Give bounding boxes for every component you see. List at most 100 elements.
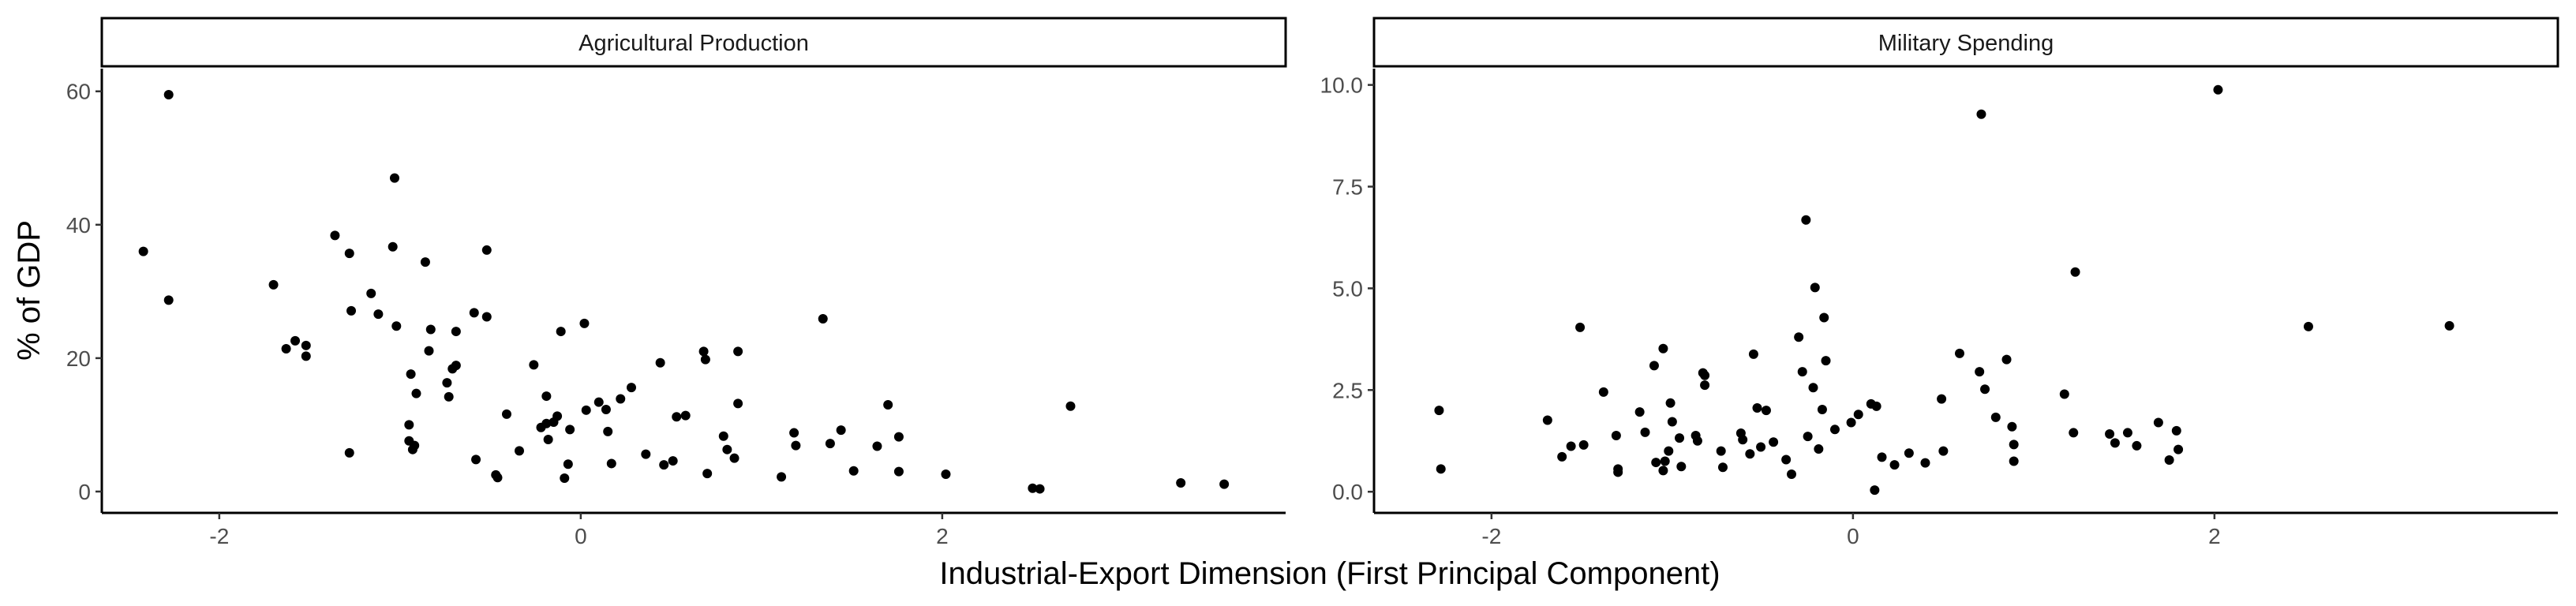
data-point — [1803, 432, 1813, 442]
data-point — [552, 411, 563, 421]
data-point — [1817, 405, 1827, 415]
data-point — [1954, 348, 1964, 358]
data-point — [672, 412, 682, 422]
data-point — [872, 441, 882, 451]
data-point — [1434, 406, 1444, 416]
y-tick-label: 20 — [66, 346, 91, 371]
data-point — [603, 426, 613, 436]
data-point — [1665, 398, 1676, 408]
data-point — [1801, 215, 1811, 225]
points-layer — [138, 89, 1230, 494]
data-point — [1700, 380, 1710, 391]
data-point — [1877, 452, 1887, 462]
data-point — [2213, 84, 2223, 95]
data-point — [1676, 462, 1687, 472]
data-point — [1904, 448, 1914, 458]
data-point — [1794, 332, 1804, 342]
data-point — [1781, 454, 1792, 465]
data-point — [1717, 462, 1728, 473]
data-point — [1176, 477, 1186, 488]
y-tick-label: 5.0 — [1332, 276, 1363, 301]
data-point — [565, 425, 575, 435]
data-point — [1065, 401, 1076, 411]
data-point — [1752, 402, 1762, 413]
data-point — [1748, 349, 1758, 359]
data-point — [330, 230, 340, 241]
data-point — [1797, 367, 1807, 377]
data-point — [581, 405, 591, 415]
data-point — [2069, 428, 2079, 438]
data-point — [2105, 428, 2115, 439]
data-point — [481, 245, 492, 255]
data-point — [442, 378, 452, 388]
data-point — [1738, 435, 1748, 445]
data-point — [680, 410, 691, 421]
data-point — [1219, 479, 1230, 489]
data-point — [1667, 417, 1677, 427]
y-tick-label: 0 — [78, 480, 91, 504]
data-point — [2110, 438, 2120, 448]
data-point — [515, 446, 525, 456]
data-point — [1716, 446, 1726, 456]
y-tick-label: 60 — [66, 80, 91, 104]
data-point — [825, 439, 835, 449]
data-point — [789, 428, 799, 438]
data-point — [1658, 343, 1668, 354]
data-point — [1990, 412, 2001, 422]
data-point — [451, 361, 461, 371]
data-point — [2059, 389, 2069, 399]
data-point — [301, 340, 311, 350]
data-point — [893, 432, 904, 442]
data-point — [1658, 466, 1668, 476]
data-point — [1611, 431, 1621, 441]
strip-background — [1372, 17, 2559, 68]
data-point — [2164, 454, 2174, 465]
data-point — [2153, 417, 2163, 428]
data-point — [1975, 367, 1985, 377]
data-point — [1787, 469, 1797, 480]
data-point — [2171, 425, 2181, 436]
data-point — [659, 460, 669, 470]
data-point — [729, 453, 739, 463]
y-ticks: 0 20 40 60 — [66, 80, 102, 504]
data-point — [373, 309, 384, 320]
data-point — [404, 420, 414, 430]
data-point — [541, 391, 552, 402]
data-point — [410, 440, 420, 451]
y-tick-label: 7.5 — [1332, 175, 1363, 200]
data-point — [1542, 415, 1552, 425]
data-point — [1651, 458, 1661, 468]
data-point — [2009, 456, 2019, 466]
data-point — [1761, 406, 1771, 416]
y-axis-title: % of GDP — [12, 220, 47, 361]
data-point — [579, 318, 590, 328]
data-point — [556, 327, 566, 337]
x-ticks: -2 0 2 — [209, 513, 949, 548]
data-point — [344, 447, 354, 458]
data-point — [1675, 433, 1685, 443]
data-point — [406, 369, 416, 380]
data-point — [388, 241, 398, 252]
data-point — [501, 409, 511, 419]
data-point — [346, 305, 357, 316]
data-point — [469, 308, 479, 318]
data-point — [543, 435, 553, 445]
data-point — [1660, 456, 1670, 466]
data-point — [290, 335, 301, 346]
data-point — [1808, 383, 1818, 393]
data-point — [2001, 354, 2012, 365]
data-point — [1557, 451, 1567, 462]
data-point — [1976, 109, 1986, 119]
x-tick-label: 0 — [575, 524, 587, 548]
data-point — [1028, 483, 1038, 493]
data-point — [616, 394, 626, 404]
data-point — [1756, 442, 1766, 452]
y-tick-label: 40 — [66, 213, 91, 238]
data-point — [655, 357, 665, 368]
data-point — [1870, 485, 1880, 496]
data-point — [733, 346, 743, 357]
data-point — [1871, 401, 1881, 411]
x-tick-label: 2 — [936, 524, 949, 548]
points-layer — [1434, 84, 2454, 496]
data-point — [389, 173, 399, 183]
